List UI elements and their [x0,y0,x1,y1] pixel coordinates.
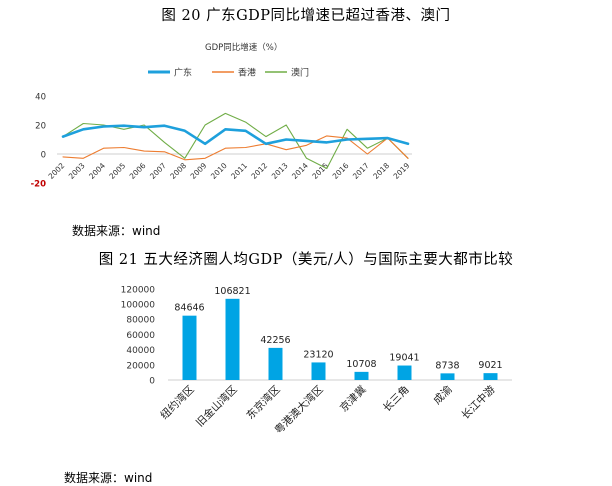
x-tick-label: 2003 [67,161,87,181]
y-tick-label: 0 [41,151,46,161]
x-tick-label: 2016 [331,161,351,181]
series-line-0 [61,124,410,146]
bar [182,315,197,380]
series-line-1 [62,135,409,161]
bar-category-label: 纽约湾区 [158,383,197,422]
bar-category-label: 成渝 [431,383,455,407]
bar-y-tick-label: 40000 [126,346,155,356]
line-chart-axes: -20 0 20 40 2002 2003 2004 2005 2006 2007 2008 2009… [31,93,412,190]
figure-21-source: 数据来源：wind [64,471,153,485]
bar-value-label: 19041 [389,353,419,364]
bar-category-label: 旧金山湾区 [193,383,239,429]
bar-y-tick-label: 80000 [126,316,155,326]
x-tick-label: 2013 [270,161,290,181]
x-tick-label: 2002 [47,161,67,181]
bar-value-label: 106821 [214,286,250,297]
x-tick-label: 2017 [351,161,371,181]
x-tick-label: 2015 [310,161,330,181]
bar-chart-bars: 84646 106821 42256 23120 10708 19041 8738 9021 [174,286,503,380]
figure-20-title: 图 20 广东GDP同比增速已超过香港、澳门 [161,8,451,24]
bar-y-tick-label: 20000 [126,361,155,371]
figure-20-source: 数据来源：wind [72,224,161,238]
bar [311,362,326,380]
bar-category-label: 京津冀 [337,383,369,415]
bar-value-label: 84646 [174,303,204,314]
x-tick-label: 2006 [128,161,148,181]
bar-y-tick-label: 100000 [121,301,156,311]
legend-label-0: 广东 [174,67,192,79]
bar-value-label: 42256 [260,335,290,346]
bar-category-label: 东京湾区 [244,383,283,422]
bar [397,365,412,380]
x-tick-label: 2012 [249,161,269,181]
x-tick-label: 2018 [371,161,391,181]
figure-21-title: 图 21 五大经济圈人均GDP（美元/人）与国际主要大都市比较 [98,252,514,268]
x-tick-label: 2009 [189,161,209,181]
bar-y-tick-label: 60000 [126,331,155,341]
x-tick-label: 2007 [148,161,168,181]
bar [268,347,283,380]
x-tick-label: 2004 [87,161,107,181]
x-tick-label: 2010 [209,161,229,181]
bar-value-label: 8738 [435,360,459,371]
y-tick-label: 20 [35,122,46,132]
y-tick-label: 40 [35,93,46,103]
bar [354,371,369,380]
x-tick-label: 2008 [168,161,188,181]
x-tick-label: 2014 [290,161,310,181]
bar-category-label: 长三角 [381,384,412,415]
bar-value-label: 23120 [303,349,333,360]
bar [225,298,240,380]
bar-y-tick-label: 120000 [121,285,156,295]
line-chart-series [61,112,410,170]
legend-label-2: 澳门 [291,67,309,79]
series-line-2 [62,112,409,170]
legend-label-1: 香港 [238,67,256,79]
bar-category-label: 长江中游 [459,383,498,422]
x-tick-label: 2019 [392,161,412,181]
bar [440,373,455,380]
bar-chart: 0 20000 40000 60000 80000 100000 120000 纽约湾区旧金山… [121,285,512,437]
bar-value-label: 9021 [478,360,502,371]
bar [483,373,498,380]
line-chart-legend: 广东 香港 澳门 [148,67,309,79]
x-tick-label: 2005 [107,161,127,181]
bar-y-tick-label: 0 [149,377,155,387]
x-tick-label: 2011 [229,161,249,181]
bar-value-label: 10708 [346,359,376,370]
y-tick-label: -20 [31,180,46,190]
line-chart-subtitle: GDP同比增速（%） [205,42,282,53]
